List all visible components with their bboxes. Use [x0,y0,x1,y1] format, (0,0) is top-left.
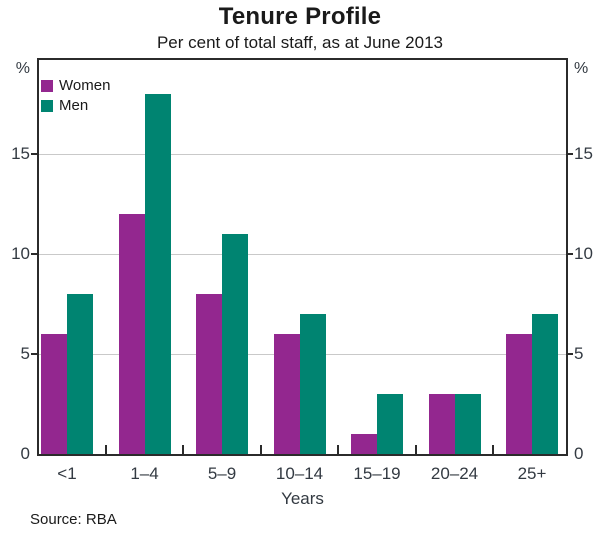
y-tick-label-left-5: 5 [20,344,30,363]
bar-women-5–9 [196,294,222,454]
x-axis-boundary-tick-2 [259,445,262,454]
y-tick-label-right-10: 10 [574,244,593,263]
x-axis-title: Years [281,489,324,508]
x-tick-label-10–14: 10–14 [275,464,324,483]
gridline-10 [39,253,566,255]
x-tick-label-15–19: 15–19 [353,464,401,483]
y-axis-tick-left-10 [31,253,37,255]
x-tick-label-20–24: 20–24 [430,464,479,483]
x-tick-label-<1: <1 [57,464,77,483]
x-axis-boundary-tick-4 [414,445,417,454]
legend: Women Men [41,76,110,116]
chart-title: Tenure Profile [218,3,382,30]
x-axis-boundary-tick-3 [337,445,340,454]
bar-women-20–24 [428,394,455,454]
y-tick-label-left-10: 10 [11,244,30,263]
y-axis-tick-right-5 [567,353,573,355]
legend-swatch-men [41,100,53,112]
x-axis-boundary-tick-0 [104,445,107,454]
y-tick-label-right-15: 15 [574,144,593,163]
x-axis-boundary-tick-5 [492,445,495,454]
y-tick-label-right-0: 0 [574,444,584,463]
y-axis-tick-right-15 [567,153,573,155]
plot-area: Women Men [37,58,568,456]
bar-women-15–19 [351,434,377,454]
y-tick-label-left-0: 0 [20,444,30,463]
y-tick-label-left-15: 15 [11,144,30,163]
x-tick-label-25+: 25+ [517,464,547,483]
right-axis-unit-label: % [574,60,589,77]
bar-men-<1 [67,294,93,454]
bar-men-1–4 [144,94,171,454]
legend-label-women: Women [59,77,111,94]
bar-men-20–24 [454,394,481,454]
x-tick-label-5–9: 5–9 [207,464,237,483]
bar-men-5–9 [222,234,248,454]
legend-swatch-women [41,80,53,92]
legend-item-men: Men [41,96,110,116]
source-note: Source: RBA [30,511,117,528]
bar-men-15–19 [377,394,403,454]
y-axis-tick-right-10 [567,253,573,255]
y-tick-label-right-5: 5 [574,344,584,363]
y-axis-tick-left-5 [31,353,37,355]
y-axis-tick-left-15 [31,153,37,155]
chart-subtitle: Per cent of total staff, as at June 2013 [156,33,444,52]
bar-men-25+ [532,314,558,454]
bar-women-<1 [41,334,67,454]
x-axis-boundary-tick-1 [182,445,185,454]
bar-women-1–4 [118,214,145,454]
left-axis-unit-label: % [15,60,30,77]
legend-item-women: Women [41,76,110,96]
legend-label-men: Men [59,97,89,114]
bar-women-25+ [506,334,532,454]
bar-women-10–14 [273,334,300,454]
gridline-15 [39,153,566,155]
x-tick-label-1–4: 1–4 [130,464,159,483]
bar-men-10–14 [299,314,326,454]
